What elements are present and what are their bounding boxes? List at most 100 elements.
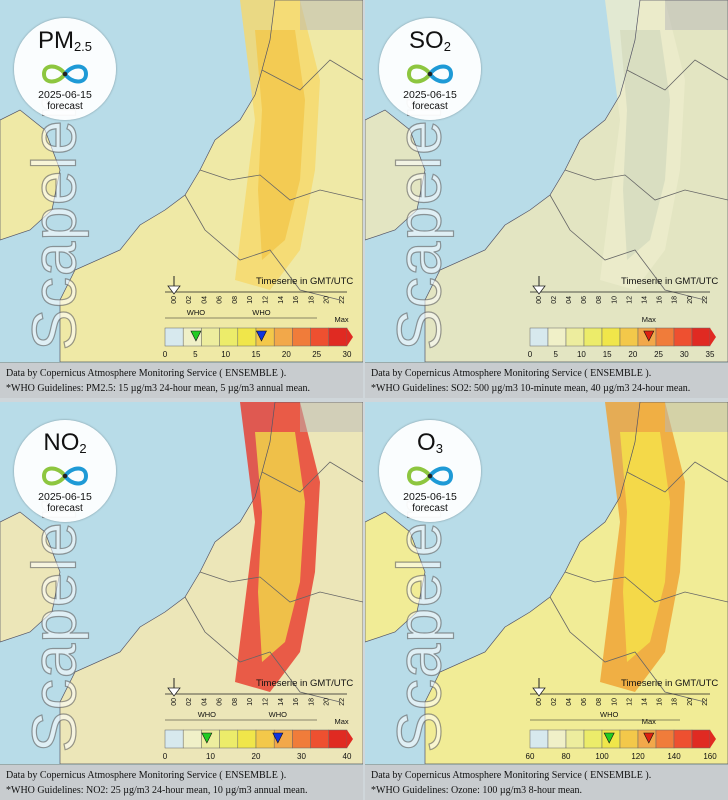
hour-tick-label: 10 xyxy=(611,698,618,706)
hour-tick-label: 00 xyxy=(536,296,543,304)
pollutant-title: NO2 xyxy=(43,429,87,457)
scale-cell xyxy=(310,327,330,347)
time-marker-icon xyxy=(167,276,181,295)
color-scale-legend[interactable]: 00 02 04 06 08 10 12 14 16 18 20 22 WHO WHO Max 0 10 20 30… xyxy=(0,670,363,764)
forecast-map[interactable] xyxy=(0,0,363,362)
panel-pm25: Scapeler PM2.5 2025-06-15 forecast Times… xyxy=(0,0,363,398)
scale-tick-label: 25 xyxy=(654,350,663,359)
hour-tick-label: 10 xyxy=(611,296,618,304)
forecast-date: 2025-06-15 xyxy=(403,491,457,503)
who-guideline-text: *WHO Guidelines: NO2: 25 µg/m3 24-hour m… xyxy=(6,785,308,796)
hour-tick-label: 20 xyxy=(687,698,694,706)
scale-tick-label: 0 xyxy=(163,350,168,359)
who-guideline-text: *WHO Guidelines: SO2: 500 µg/m3 10-minut… xyxy=(371,383,691,394)
scale-cell xyxy=(255,729,275,749)
panel-so2: Scapeler SO2 2025-06-15 forecast Timeser… xyxy=(365,0,728,398)
hour-tick-label: 06 xyxy=(217,698,224,706)
scale-tick-label: 25 xyxy=(312,350,321,359)
timeserie-label: Timeserie in GMT/UTC xyxy=(621,276,719,287)
pollutant-badge: PM2.5 2025-06-15 forecast xyxy=(14,18,116,120)
scale-cell xyxy=(219,729,239,749)
scale-tick-label: 40 xyxy=(343,752,352,761)
caption: Data by Copernicus Atmosphere Monitoring… xyxy=(0,764,363,800)
hour-tick-label: 10 xyxy=(247,296,254,304)
caption: Data by Copernicus Atmosphere Monitoring… xyxy=(0,362,363,398)
hour-tick-label: 22 xyxy=(702,698,709,706)
scale-cell xyxy=(328,327,348,347)
hour-tick-label: 04 xyxy=(566,698,573,706)
scale-cell xyxy=(273,327,293,347)
who-guideline-text: *WHO Guidelines: PM2.5: 15 µg/m3 24-hour… xyxy=(6,383,310,394)
hour-tick-label: 02 xyxy=(186,296,193,304)
value-marker-icon xyxy=(272,732,284,744)
who-label: WHO xyxy=(269,710,287,719)
scale-tick-label: 5 xyxy=(193,350,198,359)
land-mass-uk xyxy=(0,110,60,240)
scale-cell xyxy=(547,729,567,749)
scale-cell xyxy=(601,327,621,347)
scale-cell xyxy=(565,729,585,749)
hour-tick-label: 04 xyxy=(201,296,208,304)
color-scale-legend[interactable]: 00 02 04 06 08 10 12 14 16 18 20 22 WHO WHO Max 0 5 10 15 2… xyxy=(0,268,363,362)
who-label: WHO xyxy=(187,308,205,317)
source-text: Data by Copernicus Atmosphere Monitoring… xyxy=(6,368,287,379)
forecast-map[interactable] xyxy=(0,402,363,764)
hour-tick-label: 14 xyxy=(641,296,648,304)
scale-tick-label: 35 xyxy=(706,350,715,359)
infinity-logo-icon xyxy=(406,466,454,486)
max-label: Max xyxy=(334,315,348,324)
forecast-map[interactable] xyxy=(365,402,728,764)
scale-cell xyxy=(164,327,184,347)
hour-tick-label: 02 xyxy=(551,698,558,706)
panel-o3: Scapeler O3 2025-06-15 forecast Timeseri… xyxy=(365,402,728,800)
hour-tick-label: 20 xyxy=(324,296,331,304)
scale-tick-label: 0 xyxy=(528,350,533,359)
time-marker-icon xyxy=(532,678,546,697)
hour-tick-label: 02 xyxy=(551,296,558,304)
source-text: Data by Copernicus Atmosphere Monitoring… xyxy=(6,770,287,781)
scale-cell xyxy=(201,327,220,347)
color-scale-legend[interactable]: 00 02 04 06 08 10 12 14 16 18 20 22 WHO Max 60 80 100 120… xyxy=(365,670,728,764)
hour-tick-label: 18 xyxy=(672,698,679,706)
scale-cell xyxy=(529,327,549,347)
hour-tick-label: 06 xyxy=(217,296,224,304)
scale-tick-label: 5 xyxy=(553,350,558,359)
scale-tick-label: 0 xyxy=(163,752,168,761)
max-label: Max xyxy=(642,315,656,324)
hour-tick-label: 22 xyxy=(702,296,709,304)
value-marker-icon xyxy=(255,330,267,342)
color-scale-legend[interactable]: 00 02 04 06 08 10 12 14 16 18 20 22 Max 0 5 10 15 20 25 30 3… xyxy=(365,268,728,362)
hour-tick-label: 18 xyxy=(308,698,315,706)
value-marker-icon xyxy=(643,732,655,744)
scale-cell xyxy=(583,327,603,347)
scale-cell xyxy=(328,729,348,749)
hour-tick-label: 16 xyxy=(657,698,664,706)
scale-tick-label: 10 xyxy=(577,350,586,359)
pollutant-title: O3 xyxy=(417,429,443,457)
hour-tick-label: 20 xyxy=(324,698,331,706)
scale-cell xyxy=(292,729,311,749)
source-text: Data by Copernicus Atmosphere Monitoring… xyxy=(371,770,652,781)
infinity-logo-icon xyxy=(406,64,454,84)
hour-tick-label: 02 xyxy=(186,698,193,706)
hour-tick-label: 10 xyxy=(247,698,254,706)
forecast-label: forecast xyxy=(47,101,83,112)
scale-tick-label: 20 xyxy=(282,350,291,359)
land-mass-uk xyxy=(0,512,60,642)
who-guideline-text: *WHO Guidelines: Ozone: 100 µg/m3 8-hour… xyxy=(371,785,582,796)
hour-tick-label: 12 xyxy=(262,698,269,706)
scale-cell xyxy=(655,729,675,749)
hour-tick-label: 18 xyxy=(672,296,679,304)
who-label: WHO xyxy=(600,710,618,719)
hour-tick-label: 14 xyxy=(278,698,285,706)
hour-tick-label: 08 xyxy=(596,698,603,706)
forecast-date: 2025-06-15 xyxy=(403,89,457,101)
forecast-date: 2025-06-15 xyxy=(38,491,92,503)
scale-cell xyxy=(292,327,311,347)
hour-tick-label: 18 xyxy=(308,296,315,304)
scale-cell xyxy=(547,327,567,347)
scale-tick-label: 15 xyxy=(603,350,612,359)
scale-cell xyxy=(310,729,330,749)
scale-tick-label: 10 xyxy=(221,350,230,359)
